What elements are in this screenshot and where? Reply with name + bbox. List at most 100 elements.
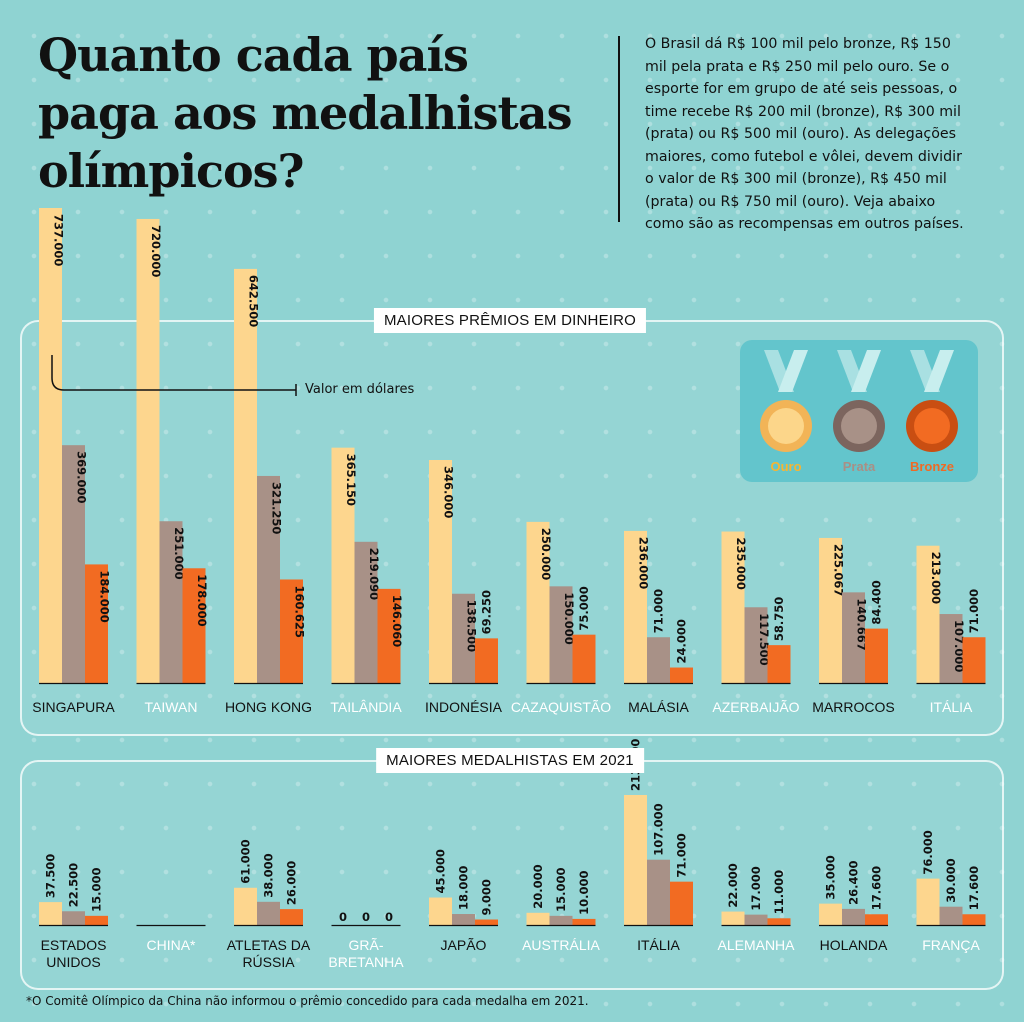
- gold-medal-icon: [760, 350, 812, 452]
- value-label: 17.600: [967, 866, 981, 910]
- title-line: paga aos medalhistas: [38, 86, 573, 140]
- bar-gold: [721, 531, 745, 683]
- section-title-top-medalists: MAIORES MEDALHISTAS EM 2021: [376, 748, 644, 773]
- intro-line: mil pela prata e R$ 250 mil pelo ouro. S…: [645, 58, 950, 75]
- bar-gold: [39, 902, 62, 925]
- page-title: Quanto cada país paga aos medalhistas ol…: [38, 26, 608, 200]
- bar-group: 642.500 321.250 160.625 HONG KONG: [225, 268, 312, 715]
- value-label: 84.400: [870, 580, 884, 624]
- category-label: TAILÂNDIA: [330, 699, 402, 715]
- bronze-medal-icon: [906, 350, 958, 452]
- value-label: 20.000: [531, 864, 545, 908]
- intro-line: maiores, como futebol e vôlei, devem div…: [645, 148, 962, 165]
- bar-bronze: [572, 918, 596, 925]
- bar-silver: [452, 914, 475, 925]
- bar-bronze: [962, 914, 986, 925]
- bar-silver: [647, 637, 670, 683]
- value-label: 11.000: [772, 870, 786, 914]
- intro-line: (prata) ou R$ 750 mil (ouro). Veja abaix…: [645, 193, 936, 210]
- value-label: 737.000: [52, 214, 66, 266]
- medal-legend-graphic: Ouro Prata Bronze: [760, 350, 958, 474]
- bar-group: 250.000 150.000 75.000 CAZAQUISTÃO: [511, 521, 611, 715]
- silver-medal-icon: [833, 350, 885, 452]
- value-label: 107.000: [652, 803, 666, 855]
- bar-gold: [331, 447, 355, 683]
- value-label: 369.000: [75, 451, 89, 503]
- bar-gold: [429, 460, 452, 683]
- intro-line: como são as recompensas em outros países…: [645, 216, 964, 232]
- bar-silver: [62, 445, 85, 683]
- value-label: 236.000: [637, 537, 651, 589]
- category-label: MALÁSIA: [628, 699, 689, 715]
- value-label: 61.000: [239, 839, 253, 883]
- value-label: 250.000: [539, 528, 553, 580]
- bar-bronze: [280, 909, 303, 925]
- bar-silver: [549, 586, 573, 683]
- value-label: 213.000: [929, 552, 943, 604]
- category-label: CHINA*: [146, 937, 196, 953]
- bar-silver: [744, 607, 768, 683]
- value-label: 26.000: [285, 861, 299, 905]
- value-label: 10.000: [577, 871, 591, 915]
- bar-bronze: [767, 918, 791, 925]
- value-label: 15.000: [90, 867, 104, 911]
- value-label: 225.067: [832, 544, 846, 596]
- category-label: FRANÇA: [922, 937, 980, 953]
- category-label: CAZAQUISTÃO: [511, 699, 611, 715]
- value-label: 35.000: [824, 855, 838, 899]
- bar-group: 720.000 251.000 178.000 TAIWAN: [136, 218, 209, 715]
- bar-silver: [939, 614, 963, 683]
- value-label: 71.000: [967, 589, 981, 633]
- bar-group: CHINA*: [136, 924, 206, 953]
- value-label: 178.000: [195, 574, 209, 626]
- bar-group: 22.000 17.000 11.000 ALEMANHA: [717, 863, 795, 953]
- category-label: INDONÉSIA: [425, 699, 503, 715]
- category-label: ITÁLIA: [637, 937, 680, 953]
- intro-line: o valor de R$ 300 mil (bronze), R$ 450 m…: [645, 171, 947, 187]
- bar-gold: [234, 268, 257, 683]
- category-label: BRETANHA: [328, 954, 404, 970]
- value-label: 45.000: [434, 849, 448, 893]
- bar-bronze: [475, 638, 498, 683]
- bar-gold: [624, 530, 647, 683]
- value-label: 69.250: [480, 590, 494, 634]
- bar-bronze: [865, 914, 888, 925]
- value-label: 0: [339, 910, 347, 924]
- value-label: 37.500: [44, 854, 58, 898]
- bar-bronze: [475, 919, 498, 925]
- annotation-bracket: [51, 355, 297, 396]
- bar-silver: [939, 906, 963, 925]
- value-label: 22.000: [726, 863, 740, 907]
- bar-group: 45.000 18.000 9.000 JAPÃO: [429, 849, 498, 953]
- value-label: 0: [362, 910, 370, 924]
- value-label: 75.000: [577, 586, 591, 630]
- category-label: HOLANDA: [820, 937, 888, 953]
- value-label: 76.000: [921, 830, 935, 874]
- value-label: 71.000: [675, 833, 689, 877]
- value-label: 17.600: [870, 866, 884, 910]
- intro-line: (prata) ou R$ 500 mil (ouro). As delegaç…: [645, 126, 957, 142]
- value-label: 720.000: [149, 225, 163, 277]
- category-label: RÚSSIA: [242, 954, 295, 970]
- category-label: AUSTRÁLIA: [522, 937, 600, 953]
- value-label: 150.000: [562, 592, 576, 644]
- bar-gold: [916, 545, 940, 683]
- intro-line: O Brasil dá R$ 100 mil pelo bronze, R$ 1…: [645, 36, 951, 52]
- bar-silver: [744, 914, 768, 925]
- value-label: 160.625: [293, 585, 307, 637]
- bar-bronze: [85, 915, 108, 925]
- value-label: 184.000: [98, 570, 112, 622]
- value-label: 321.250: [270, 482, 284, 534]
- category-label: JAPÃO: [441, 937, 487, 953]
- bar-bronze: [865, 628, 888, 683]
- bar-silver: [257, 475, 280, 683]
